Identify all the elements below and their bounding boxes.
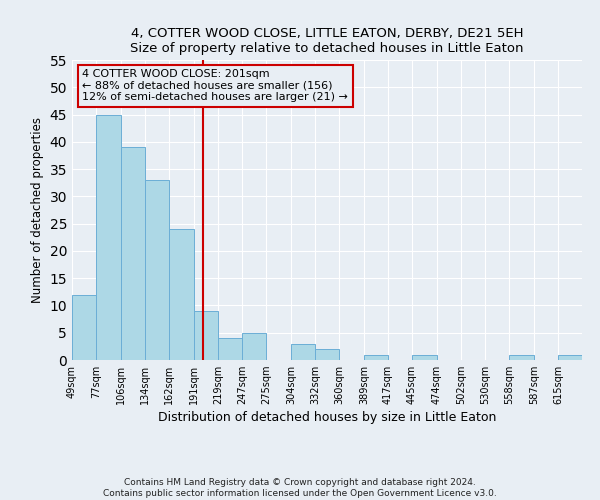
Text: Contains HM Land Registry data © Crown copyright and database right 2024.
Contai: Contains HM Land Registry data © Crown c… <box>103 478 497 498</box>
Bar <box>558 354 582 360</box>
Bar <box>218 338 242 360</box>
Bar <box>169 229 194 360</box>
Bar <box>315 349 339 360</box>
Bar <box>242 332 266 360</box>
Bar <box>509 354 534 360</box>
Y-axis label: Number of detached properties: Number of detached properties <box>31 117 44 303</box>
Bar <box>72 294 96 360</box>
Bar <box>291 344 315 360</box>
Text: 4 COTTER WOOD CLOSE: 201sqm
← 88% of detached houses are smaller (156)
12% of se: 4 COTTER WOOD CLOSE: 201sqm ← 88% of det… <box>82 69 348 102</box>
Bar <box>145 180 169 360</box>
Bar <box>194 311 218 360</box>
Bar <box>121 148 145 360</box>
X-axis label: Distribution of detached houses by size in Little Eaton: Distribution of detached houses by size … <box>158 412 496 424</box>
Bar <box>412 354 437 360</box>
Bar <box>364 354 388 360</box>
Bar <box>96 114 121 360</box>
Title: 4, COTTER WOOD CLOSE, LITTLE EATON, DERBY, DE21 5EH
Size of property relative to: 4, COTTER WOOD CLOSE, LITTLE EATON, DERB… <box>130 26 524 54</box>
